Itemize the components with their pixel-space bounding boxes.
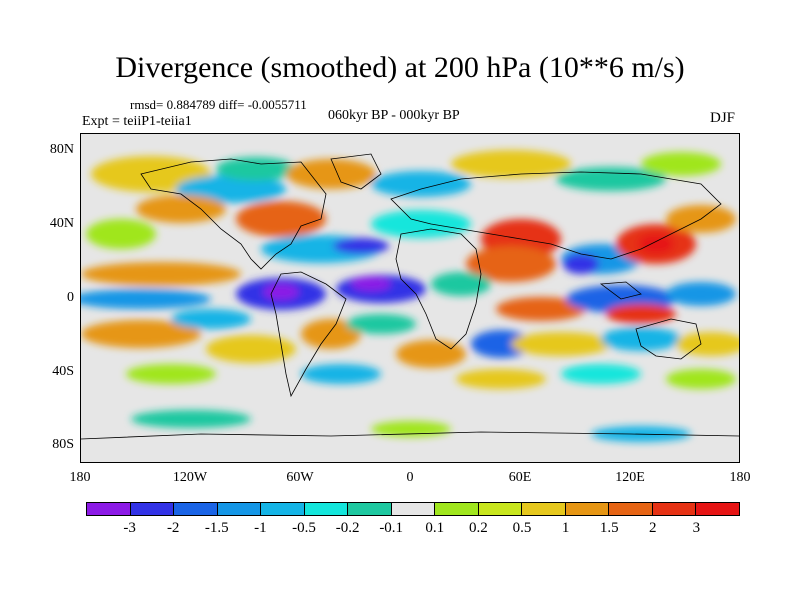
colorbar-swatch <box>217 503 262 515</box>
lon-tick-label: 120W <box>172 470 208 485</box>
period-label: 060kyr BP - 000kyr BP <box>328 108 460 123</box>
colorbar-tick-label: -3 <box>123 520 136 536</box>
colorbar-tick-label: -2 <box>166 520 180 536</box>
colorbar-swatch <box>522 503 566 515</box>
lat-tick-label: 80S <box>52 437 74 452</box>
lat-tick-label: 80N <box>49 142 74 157</box>
lon-tick-label: 120E <box>615 470 645 485</box>
lon-tick-label: 60E <box>508 470 532 485</box>
colorbar-tick-label: 2 <box>649 520 657 536</box>
colorbar-swatch <box>87 503 131 515</box>
colorbar-tick-label: -1.5 <box>204 520 229 536</box>
lon-tick-label: 60W <box>286 470 314 485</box>
colorbar-tick-label: -0.1 <box>379 520 404 536</box>
colorbar-swatch <box>435 503 479 515</box>
colorbar <box>86 502 740 516</box>
colorbar-swatch <box>696 503 739 515</box>
colorbar-swatch <box>391 503 436 515</box>
colorbar-swatch <box>565 503 610 515</box>
lat-tick-label: 40N <box>49 216 74 231</box>
experiment-label: Expt = teiiP1-teiia1 <box>82 114 192 129</box>
colorbar-swatch <box>130 503 175 515</box>
lat-tick-label: 0 <box>67 290 74 305</box>
divergence-shading <box>81 150 739 442</box>
colorbar-swatch <box>478 503 523 515</box>
colorbar-tick-label: 1.5 <box>599 520 619 536</box>
colorbar-swatch <box>348 503 392 515</box>
lon-tick-label: 0 <box>406 470 414 485</box>
colorbar-tick-label: 1 <box>561 520 570 536</box>
colorbar-tick-label: -1 <box>254 520 267 536</box>
colorbar-swatch <box>174 503 218 515</box>
colorbar-swatch <box>652 503 697 515</box>
lat-tick-label: 40S <box>52 364 74 379</box>
plot-title: Divergence (smoothed) at 200 hPa (10**6 … <box>115 51 685 84</box>
coastlines <box>81 153 739 440</box>
map-panel <box>80 133 740 463</box>
colorbar-tick-label: 0.1 <box>425 520 445 536</box>
colorbar-tick-label: -0.5 <box>292 520 316 536</box>
divergence-field-map <box>81 134 739 462</box>
colorbar-tick-label: -0.2 <box>335 520 360 536</box>
colorbar-swatch <box>304 503 349 515</box>
colorbar-tick-label: 0.2 <box>469 520 488 536</box>
season-label: DJF <box>710 110 736 126</box>
colorbar-tick-label: 0.5 <box>512 520 532 536</box>
colorbar-swatch <box>261 503 305 515</box>
stats-line: rmsd= 0.884789 diff= -0.0055711 <box>130 97 307 112</box>
lon-tick-label: 180 <box>69 470 91 485</box>
lon-tick-label: 180 <box>729 470 751 485</box>
colorbar-tick-label: 3 <box>692 520 701 536</box>
colorbar-swatch <box>609 503 653 515</box>
